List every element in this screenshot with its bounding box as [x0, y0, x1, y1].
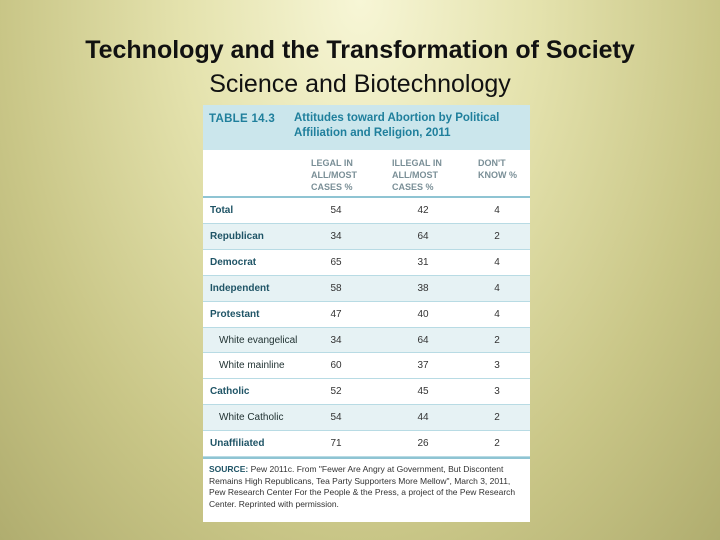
- cell-illegal: 40: [417, 308, 429, 320]
- slide-subtitle: Science and Biotechnology: [209, 70, 511, 98]
- cell-illegal: 44: [417, 412, 429, 424]
- row-divider: [203, 456, 530, 457]
- cell-legal: 60: [330, 360, 342, 372]
- cell-dont-know: 2: [494, 334, 500, 346]
- row-divider: [203, 222, 530, 224]
- row-divider: [203, 430, 530, 432]
- table-row: Republican 34 64 2: [203, 223, 530, 249]
- row-label: White mainline: [219, 360, 285, 372]
- row-label: Protestant: [210, 308, 260, 320]
- row-label: Unaffiliated: [210, 438, 265, 450]
- cell-legal: 34: [330, 230, 342, 242]
- table-row: Democrat 65 31 4: [203, 250, 530, 275]
- table-row: Independent 58 38 4: [203, 275, 530, 301]
- slide-title: Technology and the Transformation of Soc…: [85, 36, 635, 64]
- column-header-illegal: ILLEGAL IN ALL/MOST CASES %: [392, 158, 442, 192]
- cell-illegal: 26: [417, 438, 429, 450]
- table-row: Catholic 52 45 3: [203, 379, 530, 404]
- table-row: Protestant 47 40 4: [203, 302, 530, 327]
- cell-illegal: 42: [417, 205, 429, 216]
- row-label: Total: [210, 205, 234, 216]
- row-label: White evangelical: [219, 334, 298, 346]
- table-header-band: TABLE 14.3 Attitudes toward Abortion by …: [203, 105, 530, 150]
- column-header-dont-know: DON'T KNOW %: [478, 158, 517, 180]
- table-title: Attitudes toward Abortion by Political A…: [294, 112, 500, 139]
- cell-illegal: 31: [417, 256, 429, 268]
- cell-illegal: 45: [417, 386, 429, 398]
- table-row: Unaffiliated 71 26 2: [203, 431, 530, 456]
- cell-dont-know: 2: [494, 438, 500, 450]
- cell-dont-know: 4: [494, 256, 500, 268]
- cell-legal: 71: [330, 438, 342, 450]
- table-figure: TABLE 14.3 Attitudes toward Abortion by …: [203, 105, 530, 522]
- cell-legal: 54: [330, 205, 342, 216]
- row-divider: [203, 274, 530, 276]
- row-divider: [203, 326, 530, 328]
- row-divider: [203, 300, 530, 302]
- cell-illegal: 37: [417, 360, 429, 372]
- row-divider: [203, 404, 530, 406]
- cell-dont-know: 3: [494, 360, 500, 372]
- cell-legal: 58: [330, 282, 342, 294]
- cell-dont-know: 4: [494, 308, 500, 320]
- table-row: White evangelical 34 64 2: [203, 327, 530, 353]
- header-divider: [203, 196, 530, 198]
- cell-dont-know: 4: [494, 282, 500, 294]
- cell-dont-know: 4: [494, 205, 500, 216]
- cell-legal: 34: [330, 334, 342, 346]
- row-label: Republican: [210, 230, 264, 242]
- cell-dont-know: 2: [494, 230, 500, 242]
- table-number-label: TABLE 14.3: [209, 113, 276, 125]
- table-row: Total 54 42 4: [203, 198, 530, 223]
- cell-illegal: 64: [417, 230, 429, 242]
- table-row: White mainline 60 37 3: [203, 353, 530, 378]
- row-label: Catholic: [210, 386, 250, 398]
- cell-legal: 47: [330, 308, 342, 320]
- cell-illegal: 64: [417, 334, 429, 346]
- cell-illegal: 38: [417, 282, 429, 294]
- cell-legal: 54: [330, 412, 342, 424]
- cell-dont-know: 2: [494, 412, 500, 424]
- row-divider: [203, 352, 530, 354]
- row-divider: [203, 248, 530, 250]
- cell-legal: 52: [330, 386, 342, 398]
- source-label: SOURCE:: [209, 464, 249, 474]
- row-divider: [203, 378, 530, 380]
- table-row: White Catholic 54 44 2: [203, 405, 530, 431]
- column-header-row: [203, 150, 530, 202]
- column-header-legal: LEGAL IN ALL/MOST CASES %: [311, 158, 357, 192]
- row-label: Democrat: [210, 256, 257, 268]
- row-label: Independent: [210, 282, 270, 294]
- row-label: White Catholic: [219, 412, 284, 424]
- source-note: SOURCE: Pew 2011c. From "Fewer Are Angry…: [203, 457, 530, 522]
- source-text: Pew 2011c. From "Fewer Are Angry at Gove…: [209, 464, 516, 509]
- cell-dont-know: 3: [494, 386, 500, 398]
- cell-legal: 65: [330, 256, 342, 268]
